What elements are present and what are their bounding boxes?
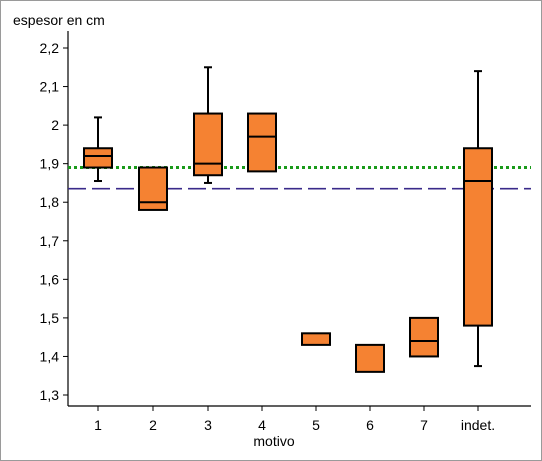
- box-1: [83, 147, 113, 169]
- y-tick-label: 2,1: [40, 79, 60, 95]
- y-tick-label: 1,8: [40, 194, 60, 210]
- plot-area: 1,3 1,4 1,5 1,6 1,7 1,8 1,9 2 2,1 2,2 1 2 3 4 5 6 7 indet…: [40, 31, 531, 433]
- y-tick-label: 1,5: [40, 310, 60, 326]
- y-tick-label: 1,4: [40, 348, 60, 364]
- y-tick-label: 1,9: [40, 156, 60, 172]
- x-tick-label: 6: [366, 417, 374, 433]
- x-axis-label: motivo: [253, 433, 294, 449]
- box-5: [301, 332, 331, 346]
- x-tick-label: indet.: [461, 417, 495, 433]
- y-tick-label: 2: [51, 117, 59, 133]
- y-axis-label: espesor en cm: [13, 12, 105, 28]
- box-6: [355, 343, 385, 373]
- box-2: [138, 166, 168, 211]
- x-tick-label: 2: [149, 417, 157, 433]
- y-tick-label: 1,7: [40, 233, 60, 249]
- x-tick-label: 3: [204, 417, 212, 433]
- y-tick-label: 1,6: [40, 271, 60, 287]
- box-3: [193, 112, 223, 177]
- x-tick-label: 5: [312, 417, 320, 433]
- box-8: [463, 147, 493, 327]
- y-tick-label: 1,3: [40, 387, 60, 403]
- y-tick-label: 2,2: [40, 40, 60, 56]
- box-7: [409, 316, 439, 358]
- x-tick-label: 4: [258, 417, 266, 433]
- x-tick-label: 7: [420, 417, 428, 433]
- x-tick-label: 1: [94, 417, 102, 433]
- box-4: [247, 112, 277, 173]
